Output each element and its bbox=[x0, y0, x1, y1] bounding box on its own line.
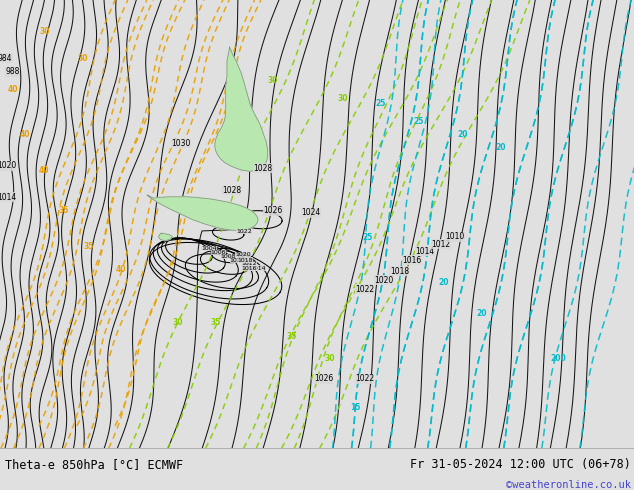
Text: 25: 25 bbox=[363, 233, 373, 242]
Polygon shape bbox=[147, 195, 258, 230]
Text: 1006: 1006 bbox=[210, 250, 226, 255]
Text: 35: 35 bbox=[287, 332, 297, 341]
Text: 1022: 1022 bbox=[355, 374, 374, 383]
Text: 20: 20 bbox=[458, 130, 468, 139]
Text: 988: 988 bbox=[6, 67, 20, 76]
Text: 20: 20 bbox=[477, 309, 487, 318]
Text: 1026: 1026 bbox=[314, 374, 333, 383]
Text: 1012: 1012 bbox=[431, 240, 450, 249]
Text: 1022: 1022 bbox=[236, 229, 252, 234]
Text: 1026: 1026 bbox=[263, 206, 282, 215]
Text: 1012: 1012 bbox=[241, 261, 257, 267]
Text: 1010: 1010 bbox=[446, 232, 465, 241]
Text: 20: 20 bbox=[496, 144, 506, 152]
Text: 40: 40 bbox=[115, 265, 126, 273]
Text: 1008: 1008 bbox=[220, 254, 235, 259]
Text: 40: 40 bbox=[8, 85, 18, 94]
Text: ©weatheronline.co.uk: ©weatheronline.co.uk bbox=[506, 480, 631, 490]
Text: 1016: 1016 bbox=[241, 266, 256, 270]
Text: 1028: 1028 bbox=[222, 186, 241, 195]
Text: 1030: 1030 bbox=[171, 139, 190, 148]
Polygon shape bbox=[158, 233, 172, 241]
Text: 30: 30 bbox=[77, 54, 87, 63]
Text: 1016: 1016 bbox=[403, 256, 422, 265]
Text: 40: 40 bbox=[20, 130, 30, 139]
Text: 1020: 1020 bbox=[0, 161, 16, 171]
Text: 15: 15 bbox=[350, 403, 360, 413]
Text: 1004: 1004 bbox=[202, 246, 217, 251]
Text: 1014: 1014 bbox=[415, 246, 434, 256]
Text: 30: 30 bbox=[268, 76, 278, 85]
Text: 30: 30 bbox=[39, 27, 49, 36]
Text: 1018: 1018 bbox=[238, 258, 253, 263]
Text: 200: 200 bbox=[550, 354, 566, 363]
Text: 984: 984 bbox=[0, 54, 12, 63]
Text: 1022: 1022 bbox=[355, 285, 374, 294]
Text: 1020: 1020 bbox=[235, 252, 250, 257]
Text: 30: 30 bbox=[172, 318, 183, 327]
Text: 1024: 1024 bbox=[301, 208, 320, 218]
Text: 30: 30 bbox=[325, 354, 335, 363]
Text: 25: 25 bbox=[375, 98, 385, 108]
Text: 30: 30 bbox=[337, 94, 347, 103]
Text: 25: 25 bbox=[413, 117, 424, 125]
Text: 35: 35 bbox=[210, 318, 221, 327]
Text: Theta-e 850hPa [°C] ECMWF: Theta-e 850hPa [°C] ECMWF bbox=[5, 458, 183, 471]
Text: 35: 35 bbox=[84, 242, 94, 251]
Text: Fr 31-05-2024 12:00 UTC (06+78): Fr 31-05-2024 12:00 UTC (06+78) bbox=[410, 458, 631, 471]
Text: 1014: 1014 bbox=[0, 193, 16, 202]
Text: 40: 40 bbox=[39, 166, 49, 175]
Text: 35: 35 bbox=[58, 206, 68, 215]
Text: 1018: 1018 bbox=[390, 267, 409, 276]
Text: 20: 20 bbox=[439, 278, 449, 287]
Text: 1020: 1020 bbox=[374, 276, 393, 285]
Text: 1010: 1010 bbox=[230, 258, 245, 263]
Text: 1028: 1028 bbox=[254, 164, 273, 172]
Polygon shape bbox=[215, 47, 268, 172]
Text: 1014: 1014 bbox=[250, 266, 266, 270]
